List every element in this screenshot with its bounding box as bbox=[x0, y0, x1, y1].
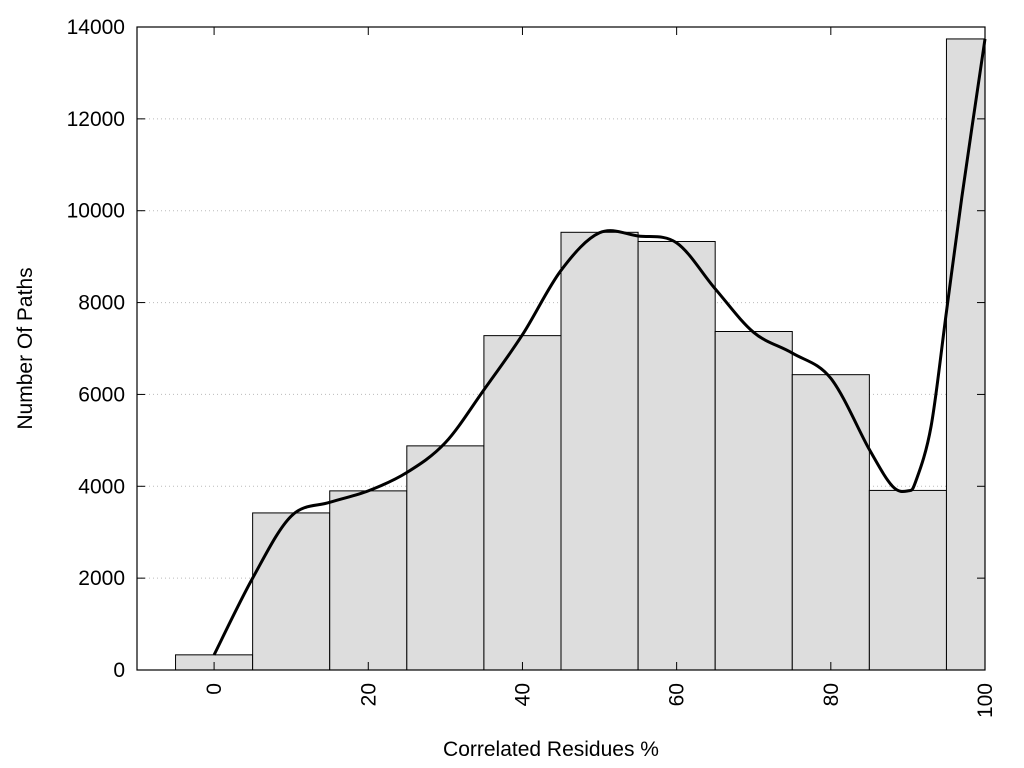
y-tick-label: 6000 bbox=[78, 383, 125, 406]
y-axis: 0 2000 4000 6000 8000 10000 12000 14000 bbox=[67, 16, 985, 682]
bars bbox=[175, 38, 986, 671]
x-tick-label: 20 bbox=[357, 683, 380, 706]
x-axis-label: Correlated Residues % bbox=[443, 738, 659, 761]
bar-40 bbox=[483, 335, 562, 671]
x-axis: 0 20 40 60 80 100 bbox=[203, 27, 997, 718]
x-tick-label: 40 bbox=[511, 683, 534, 706]
bar-80 bbox=[791, 374, 870, 671]
bar-60 bbox=[637, 240, 716, 671]
y-tick-label: 8000 bbox=[78, 292, 125, 315]
bar-70 bbox=[714, 331, 793, 671]
bar-50 bbox=[560, 231, 639, 671]
bar-90 bbox=[868, 489, 947, 671]
x-tick-label: 100 bbox=[974, 683, 997, 718]
bar-30 bbox=[406, 445, 485, 671]
bar-10 bbox=[252, 512, 331, 671]
x-tick-label: 80 bbox=[820, 683, 843, 706]
x-tick-label: 60 bbox=[666, 683, 689, 706]
y-tick-label: 10000 bbox=[67, 200, 125, 223]
y-tick-label: 4000 bbox=[78, 475, 125, 498]
y-tick-label: 14000 bbox=[67, 16, 125, 39]
plot-frame bbox=[136, 26, 986, 671]
y-tick-label: 0 bbox=[113, 659, 125, 682]
bar-20 bbox=[329, 490, 408, 671]
x-tick-label: 0 bbox=[203, 683, 226, 695]
density-curve bbox=[212, 38, 987, 656]
y-tick-label: 12000 bbox=[67, 108, 125, 131]
y-axis-label: Number Of Paths bbox=[14, 267, 37, 429]
bar-100 bbox=[945, 38, 986, 671]
y-tick-label: 2000 bbox=[78, 567, 125, 590]
